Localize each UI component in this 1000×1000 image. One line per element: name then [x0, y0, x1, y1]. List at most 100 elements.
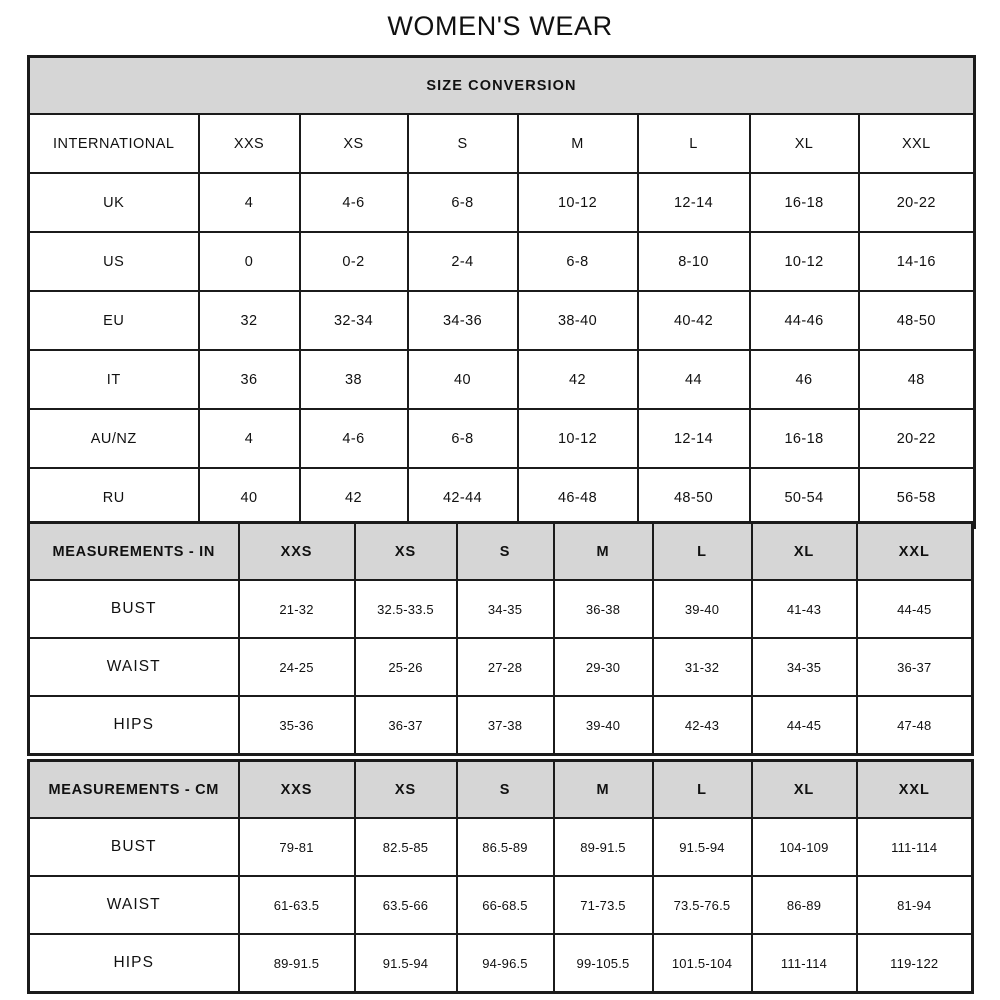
cell: 36-37	[855, 637, 974, 697]
cell: 20-22	[857, 172, 976, 233]
cell: XS	[298, 113, 409, 174]
cell: 14-16	[857, 231, 976, 292]
cell: XL	[748, 113, 860, 174]
cell: 40	[406, 349, 519, 410]
table-row: BUST 79-81 82.5-85 86.5-89 89-91.5 91.5-…	[27, 817, 974, 877]
table-row: WAIST 61-63.5 63.5-66 66-68.5 71-73.5 73…	[27, 875, 974, 935]
cell: 91.5-94	[651, 817, 753, 877]
cell: 47-48	[855, 695, 974, 756]
cell: XXL	[857, 113, 976, 174]
column-header-xxl: XXL	[855, 521, 974, 581]
column-header-m: M	[552, 759, 654, 819]
cell: 34-35	[750, 637, 858, 697]
cell: 66-68.5	[455, 875, 555, 935]
column-header-xs: XS	[353, 759, 458, 819]
cell: 48	[857, 349, 976, 410]
table-row: HIPS 89-91.5 91.5-94 94-96.5 99-105.5 10…	[27, 933, 974, 994]
cell: 0	[197, 231, 301, 292]
cell: 16-18	[748, 172, 860, 233]
table-banner-row: SIZE CONVERSION	[27, 55, 976, 115]
table-row: INTERNATIONAL XXS XS S M L XL XXL	[27, 113, 976, 174]
cell: 86.5-89	[455, 817, 555, 877]
row-label-hips: HIPS	[27, 933, 240, 994]
row-label-hips: HIPS	[27, 695, 240, 756]
cell: XXS	[197, 113, 301, 174]
cell: 101.5-104	[651, 933, 753, 994]
corner-label-measurements-in: MEASUREMENTS - IN	[27, 521, 240, 581]
cell: 4-6	[298, 408, 409, 469]
cell: 119-122	[855, 933, 974, 994]
cell: 8-10	[636, 231, 751, 292]
page-title: WOMEN'S WEAR	[387, 11, 613, 41]
table-row: BUST 21-32 32.5-33.5 34-35 36-38 39-40 4…	[27, 579, 974, 639]
cell: 44-45	[750, 695, 858, 756]
cell: 36	[197, 349, 301, 410]
table-row: HIPS 35-36 36-37 37-38 39-40 42-43 44-45…	[27, 695, 974, 756]
cell: 0-2	[298, 231, 409, 292]
cell: 12-14	[636, 408, 751, 469]
measurements-inches-table: MEASUREMENTS - IN XXS XS S M L XL XXL BU…	[27, 521, 974, 756]
cell: 44-46	[748, 290, 860, 351]
cell: 6-8	[516, 231, 639, 292]
cell: M	[516, 113, 639, 174]
row-label-waist: WAIST	[27, 875, 240, 935]
cell: 25-26	[353, 637, 458, 697]
cell: 48-50	[636, 467, 751, 529]
column-header-l: L	[651, 759, 753, 819]
cell: L	[636, 113, 751, 174]
cell: 38	[298, 349, 409, 410]
cell: 42-43	[651, 695, 753, 756]
cell: 39-40	[651, 579, 753, 639]
cell: 46-48	[516, 467, 639, 529]
cell: 32	[197, 290, 301, 351]
cell: 34-35	[455, 579, 555, 639]
cell: 42-44	[406, 467, 519, 529]
row-label-ru: RU	[27, 467, 200, 529]
cell: 6-8	[406, 408, 519, 469]
table-row: UK 4 4-6 6-8 10-12 12-14 16-18 20-22	[27, 172, 976, 233]
row-label-bust: BUST	[27, 579, 240, 639]
table-row: US 0 0-2 2-4 6-8 8-10 10-12 14-16	[27, 231, 976, 292]
measurements-centimetres-body: BUST 79-81 82.5-85 86.5-89 89-91.5 91.5-…	[27, 817, 974, 994]
cell: 40	[197, 467, 301, 529]
cell: 4	[197, 408, 301, 469]
cell: 41-43	[750, 579, 858, 639]
cell: 56-58	[857, 467, 976, 529]
measurements-centimetres-head: MEASUREMENTS - CM XXS XS S M L XL XXL	[27, 759, 974, 819]
table-row: EU 32 32-34 34-36 38-40 40-42 44-46 48-5…	[27, 290, 976, 351]
cell: 94-96.5	[455, 933, 555, 994]
cell: 20-22	[857, 408, 976, 469]
column-header-xs: XS	[353, 521, 458, 581]
cell: 50-54	[748, 467, 860, 529]
measurements-inches-body: BUST 21-32 32.5-33.5 34-35 36-38 39-40 4…	[27, 579, 974, 756]
column-header-l: L	[651, 521, 753, 581]
cell: 40-42	[636, 290, 751, 351]
measurements-centimetres-table: MEASUREMENTS - CM XXS XS S M L XL XXL BU…	[27, 759, 974, 994]
cell: S	[406, 113, 519, 174]
cell: 44-45	[855, 579, 974, 639]
column-header-xxl: XXL	[855, 759, 974, 819]
cell: 89-91.5	[237, 933, 356, 994]
cell: 42	[298, 467, 409, 529]
cell: 111-114	[750, 933, 858, 994]
cell: 36-38	[552, 579, 654, 639]
cell: 21-32	[237, 579, 356, 639]
corner-label-measurements-cm: MEASUREMENTS - CM	[27, 759, 240, 819]
column-header-s: S	[455, 521, 555, 581]
cell: 82.5-85	[353, 817, 458, 877]
cell: 61-63.5	[237, 875, 356, 935]
cell: 12-14	[636, 172, 751, 233]
row-label-it: IT	[27, 349, 200, 410]
table-row: RU 40 42 42-44 46-48 48-50 50-54 56-58	[27, 467, 976, 529]
row-label-us: US	[27, 231, 200, 292]
cell: 2-4	[406, 231, 519, 292]
table-header-row: MEASUREMENTS - IN XXS XS S M L XL XXL	[27, 521, 974, 581]
cell: 104-109	[750, 817, 858, 877]
cell: 16-18	[748, 408, 860, 469]
cell: 34-36	[406, 290, 519, 351]
cell: 10-12	[516, 172, 639, 233]
table-header-row: MEASUREMENTS - CM XXS XS S M L XL XXL	[27, 759, 974, 819]
size-conversion-table: SIZE CONVERSION INTERNATIONAL XXS XS S M…	[27, 55, 976, 529]
cell: 44	[636, 349, 751, 410]
